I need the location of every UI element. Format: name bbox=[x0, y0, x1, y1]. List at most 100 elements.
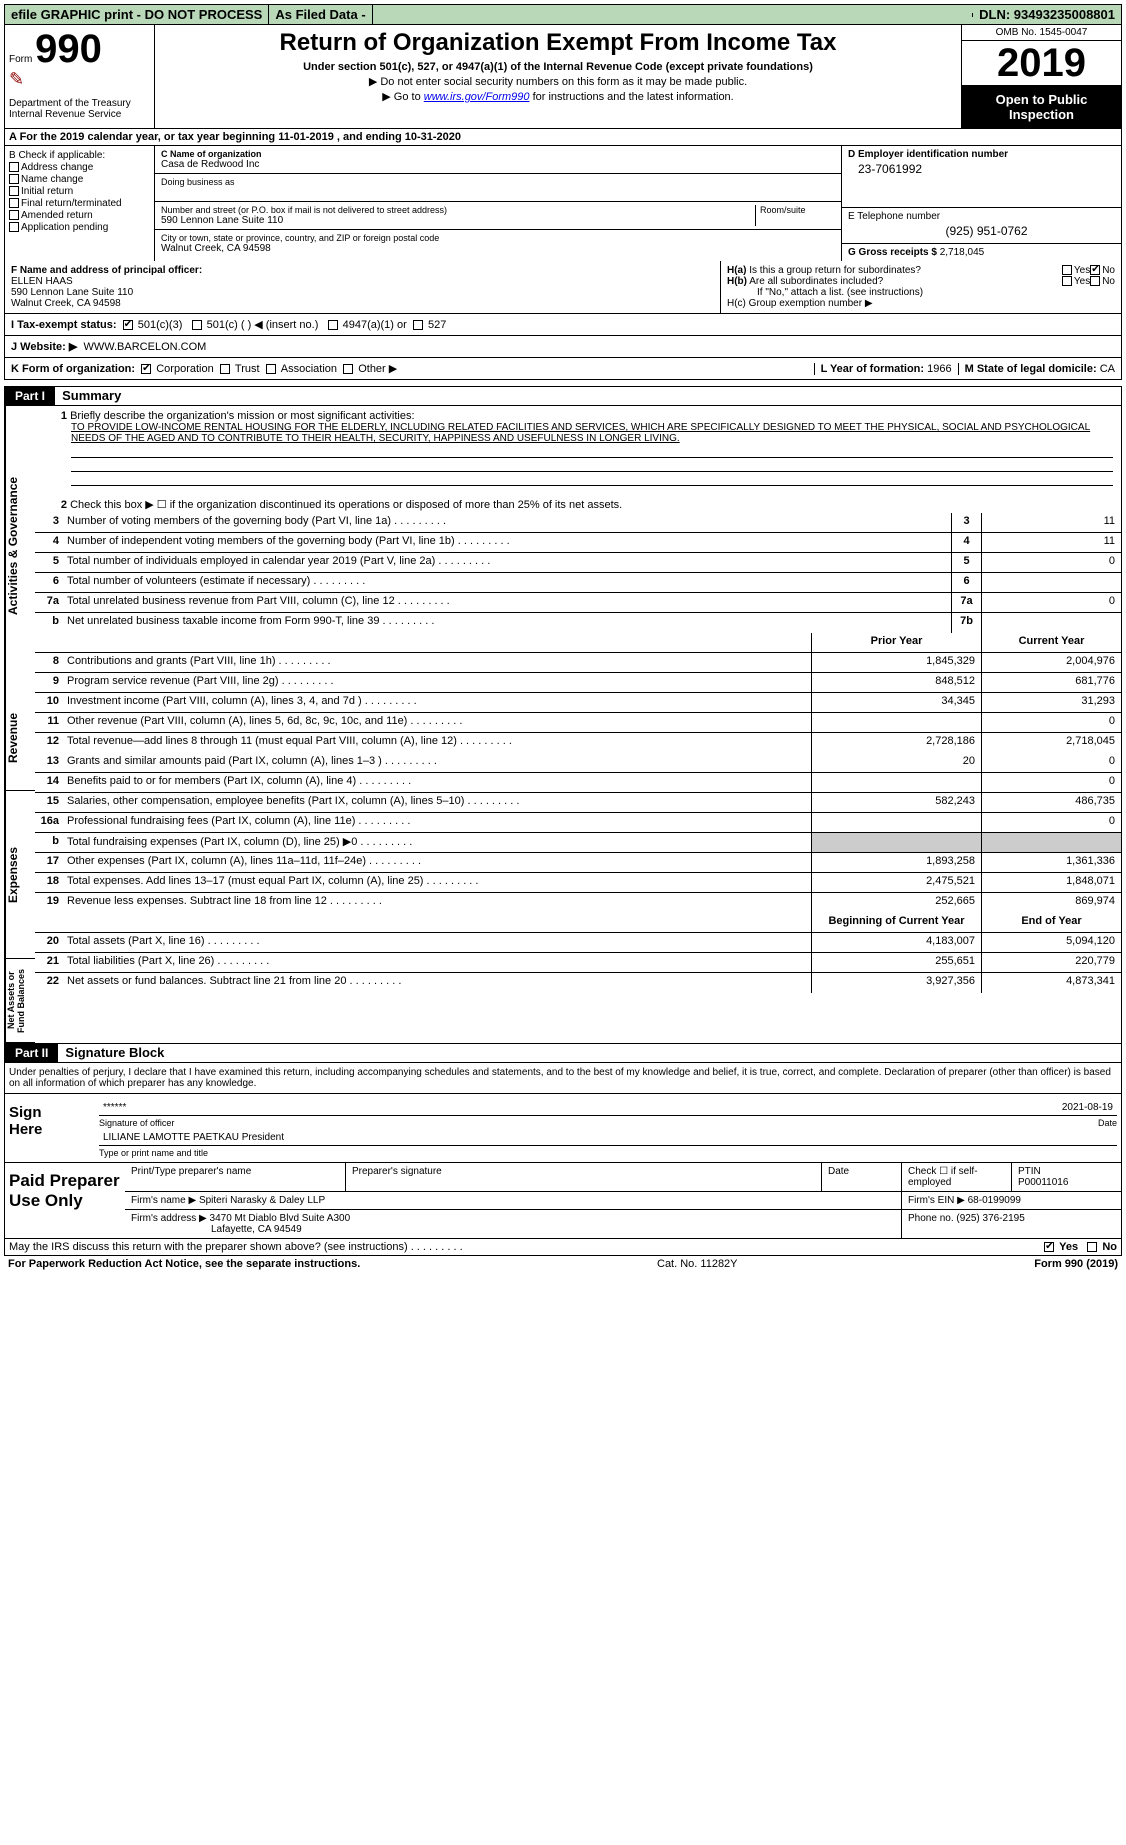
sign-here-section: Sign Here ****** 2021-08-19 Signature of… bbox=[5, 1093, 1121, 1162]
header-left: Form 990 ✎ Department of the Treasury In… bbox=[5, 25, 155, 128]
firm-ein: Firm's EIN ▶ 68-0199099 bbox=[901, 1192, 1121, 1209]
line-2: 2 Check this box ▶ ☐ if the organization… bbox=[35, 490, 1121, 513]
pycy-header: Prior Year Current Year bbox=[35, 633, 1121, 653]
line-15: 15 Salaries, other compensation, employe… bbox=[35, 793, 1121, 813]
line-12: 12 Total revenue—add lines 8 through 11 … bbox=[35, 733, 1121, 753]
efile-notice: efile GRAPHIC print - DO NOT PROCESS bbox=[5, 5, 269, 24]
chk-4947[interactable] bbox=[328, 320, 338, 330]
omb-number: OMB No. 1545-0047 bbox=[962, 25, 1121, 41]
city-state-zip: Walnut Creek, CA 94598 bbox=[161, 243, 835, 254]
mission-text: TO PROVIDE LOW-INCOME RENTAL HOUSING FOR… bbox=[71, 422, 1113, 444]
firm-name: Firm's name ▶ Spiteri Narasky & Daley LL… bbox=[125, 1192, 901, 1209]
row-a-taxyear: A For the 2019 calendar year, or tax yea… bbox=[4, 129, 1122, 146]
state-domicile: M State of legal domicile: CA bbox=[958, 363, 1115, 375]
irs-link[interactable]: www.irs.gov/Form990 bbox=[424, 91, 530, 103]
line-21: 21 Total liabilities (Part X, line 26) 2… bbox=[35, 953, 1121, 973]
website-url[interactable]: WWW.BARCELON.COM bbox=[83, 341, 206, 353]
part2-label: Part II bbox=[5, 1044, 58, 1062]
self-employed-check[interactable]: Check ☐ if self-employed bbox=[901, 1163, 1011, 1191]
header-right: OMB No. 1545-0047 2019 Open to Public In… bbox=[961, 25, 1121, 128]
mission-block: 1 Briefly describe the organization's mi… bbox=[35, 406, 1121, 490]
gross-receipts-cell: G Gross receipts $ 2,718,045 bbox=[842, 244, 1121, 261]
line-14: 14 Benefits paid to or for members (Part… bbox=[35, 773, 1121, 793]
preparer-name: Print/Type preparer's name bbox=[125, 1163, 345, 1191]
preparer-date: Date bbox=[821, 1163, 901, 1191]
chk-initial-return[interactable]: Initial return bbox=[9, 186, 150, 197]
header-mid: Return of Organization Exempt From Incom… bbox=[155, 25, 961, 128]
chk-assoc[interactable] bbox=[266, 364, 276, 374]
group-return-h: H(a) Is this a group return for subordin… bbox=[721, 261, 1121, 313]
chk-address-change[interactable]: Address change bbox=[9, 162, 150, 173]
row-j-website: J Website: ▶ WWW.BARCELON.COM bbox=[4, 336, 1122, 358]
chk-corp[interactable] bbox=[141, 364, 151, 374]
bcyeoy-header: Beginning of Current Year End of Year bbox=[35, 913, 1121, 933]
sign-here-label: Sign Here bbox=[5, 1094, 75, 1162]
goto-link[interactable]: ▶ Go to www.irs.gov/Form990 for instruct… bbox=[163, 90, 953, 103]
line-20: 20 Total assets (Part X, line 16) 4,183,… bbox=[35, 933, 1121, 953]
ssn-warning: ▶ Do not enter social security numbers o… bbox=[163, 75, 953, 88]
hb-yes[interactable]: Yes bbox=[1062, 276, 1090, 287]
line-5: 5 Total number of individuals employed i… bbox=[35, 553, 1121, 573]
officer-signature-line[interactable]: ****** 2021-08-19 bbox=[99, 1100, 1117, 1116]
discuss-yes[interactable] bbox=[1044, 1242, 1054, 1252]
page-footer: For Paperwork Reduction Act Notice, see … bbox=[4, 1256, 1122, 1272]
discuss-no[interactable] bbox=[1087, 1242, 1097, 1252]
chk-trust[interactable] bbox=[220, 364, 230, 374]
chk-other[interactable] bbox=[343, 364, 353, 374]
chk-application-pending[interactable]: Application pending bbox=[9, 222, 150, 233]
ha-yes[interactable]: Yes bbox=[1062, 265, 1090, 276]
line-22: 22 Net assets or fund balances. Subtract… bbox=[35, 973, 1121, 993]
form-number: 990 bbox=[35, 27, 102, 71]
line-16a: 16a Professional fundraising fees (Part … bbox=[35, 813, 1121, 833]
chk-name-change[interactable]: Name change bbox=[9, 174, 150, 185]
irs-discuss-line: May the IRS discuss this return with the… bbox=[4, 1239, 1122, 1256]
vside-exp: Expenses bbox=[5, 791, 35, 959]
vside-na: Net Assets or Fund Balances bbox=[5, 959, 35, 1043]
dept-treasury: Department of the Treasury bbox=[9, 98, 150, 109]
ptin-cell: PTINP00011016 bbox=[1011, 1163, 1121, 1191]
cat-no: Cat. No. 11282Y bbox=[657, 1258, 738, 1270]
ein-cell: D Employer identification number 23-7061… bbox=[842, 146, 1121, 208]
paid-preparer-label: Paid Preparer Use Only bbox=[5, 1163, 125, 1238]
line-10: 10 Investment income (Part VIII, column … bbox=[35, 693, 1121, 713]
vside-labels: Activities & Governance Revenue Expenses… bbox=[5, 406, 35, 1043]
signature-date: 2021-08-19 bbox=[1062, 1102, 1113, 1113]
paid-preparer-section: Paid Preparer Use Only Print/Type prepar… bbox=[5, 1162, 1121, 1238]
city-cell: City or town, state or province, country… bbox=[155, 230, 841, 257]
part1-label: Part I bbox=[5, 387, 55, 405]
signature-block: Under penalties of perjury, I declare th… bbox=[4, 1063, 1122, 1239]
org-name-cell: C Name of organization Casa de Redwood I… bbox=[155, 146, 841, 174]
part2-title: Signature Block bbox=[61, 1045, 164, 1060]
col-b-title: B Check if applicable: bbox=[9, 150, 150, 161]
under-section: Under section 501(c), 527, or 4947(a)(1)… bbox=[163, 61, 953, 73]
line-6: 6 Total number of volunteers (estimate i… bbox=[35, 573, 1121, 593]
row-fgh: F Name and address of principal officer:… bbox=[4, 261, 1122, 314]
chk-amended-return[interactable]: Amended return bbox=[9, 210, 150, 221]
form-page-label: Form 990 (2019) bbox=[1034, 1258, 1118, 1270]
ha-no[interactable]: No bbox=[1090, 265, 1115, 276]
line-4: 4 Number of independent voting members o… bbox=[35, 533, 1121, 553]
hb-no[interactable]: No bbox=[1090, 276, 1115, 287]
preparer-signature[interactable]: Preparer's signature bbox=[345, 1163, 821, 1191]
section-bcd: B Check if applicable: Address change Na… bbox=[4, 146, 1122, 261]
line-9: 9 Program service revenue (Part VIII, li… bbox=[35, 673, 1121, 693]
part1-body: Activities & Governance Revenue Expenses… bbox=[4, 406, 1122, 1044]
tax-year: 2019 bbox=[962, 41, 1121, 86]
line-18: 18 Total expenses. Add lines 13–17 (must… bbox=[35, 873, 1121, 893]
asfiled-label: As Filed Data - bbox=[269, 5, 372, 24]
perjury-declaration: Under penalties of perjury, I declare th… bbox=[5, 1063, 1121, 1093]
telephone-cell: E Telephone number (925) 951-0762 bbox=[842, 208, 1121, 244]
chk-final-return[interactable]: Final return/terminated bbox=[9, 198, 150, 209]
line-11: 11 Other revenue (Part VIII, column (A),… bbox=[35, 713, 1121, 733]
telephone-value: (925) 951-0762 bbox=[848, 222, 1115, 240]
chk-501c[interactable] bbox=[192, 320, 202, 330]
line-3: 3 Number of voting members of the govern… bbox=[35, 513, 1121, 533]
line-b: b Total fundraising expenses (Part IX, c… bbox=[35, 833, 1121, 853]
chk-527[interactable] bbox=[413, 320, 423, 330]
vside-rev: Revenue bbox=[5, 686, 35, 791]
chk-501c3[interactable] bbox=[123, 320, 133, 330]
form-990-page: efile GRAPHIC print - DO NOT PROCESS As … bbox=[0, 0, 1126, 1276]
line-19: 19 Revenue less expenses. Subtract line … bbox=[35, 893, 1121, 913]
summary-main: 1 Briefly describe the organization's mi… bbox=[35, 406, 1121, 1043]
hc-exemption: H(c) Group exemption number ▶ bbox=[727, 298, 1115, 309]
